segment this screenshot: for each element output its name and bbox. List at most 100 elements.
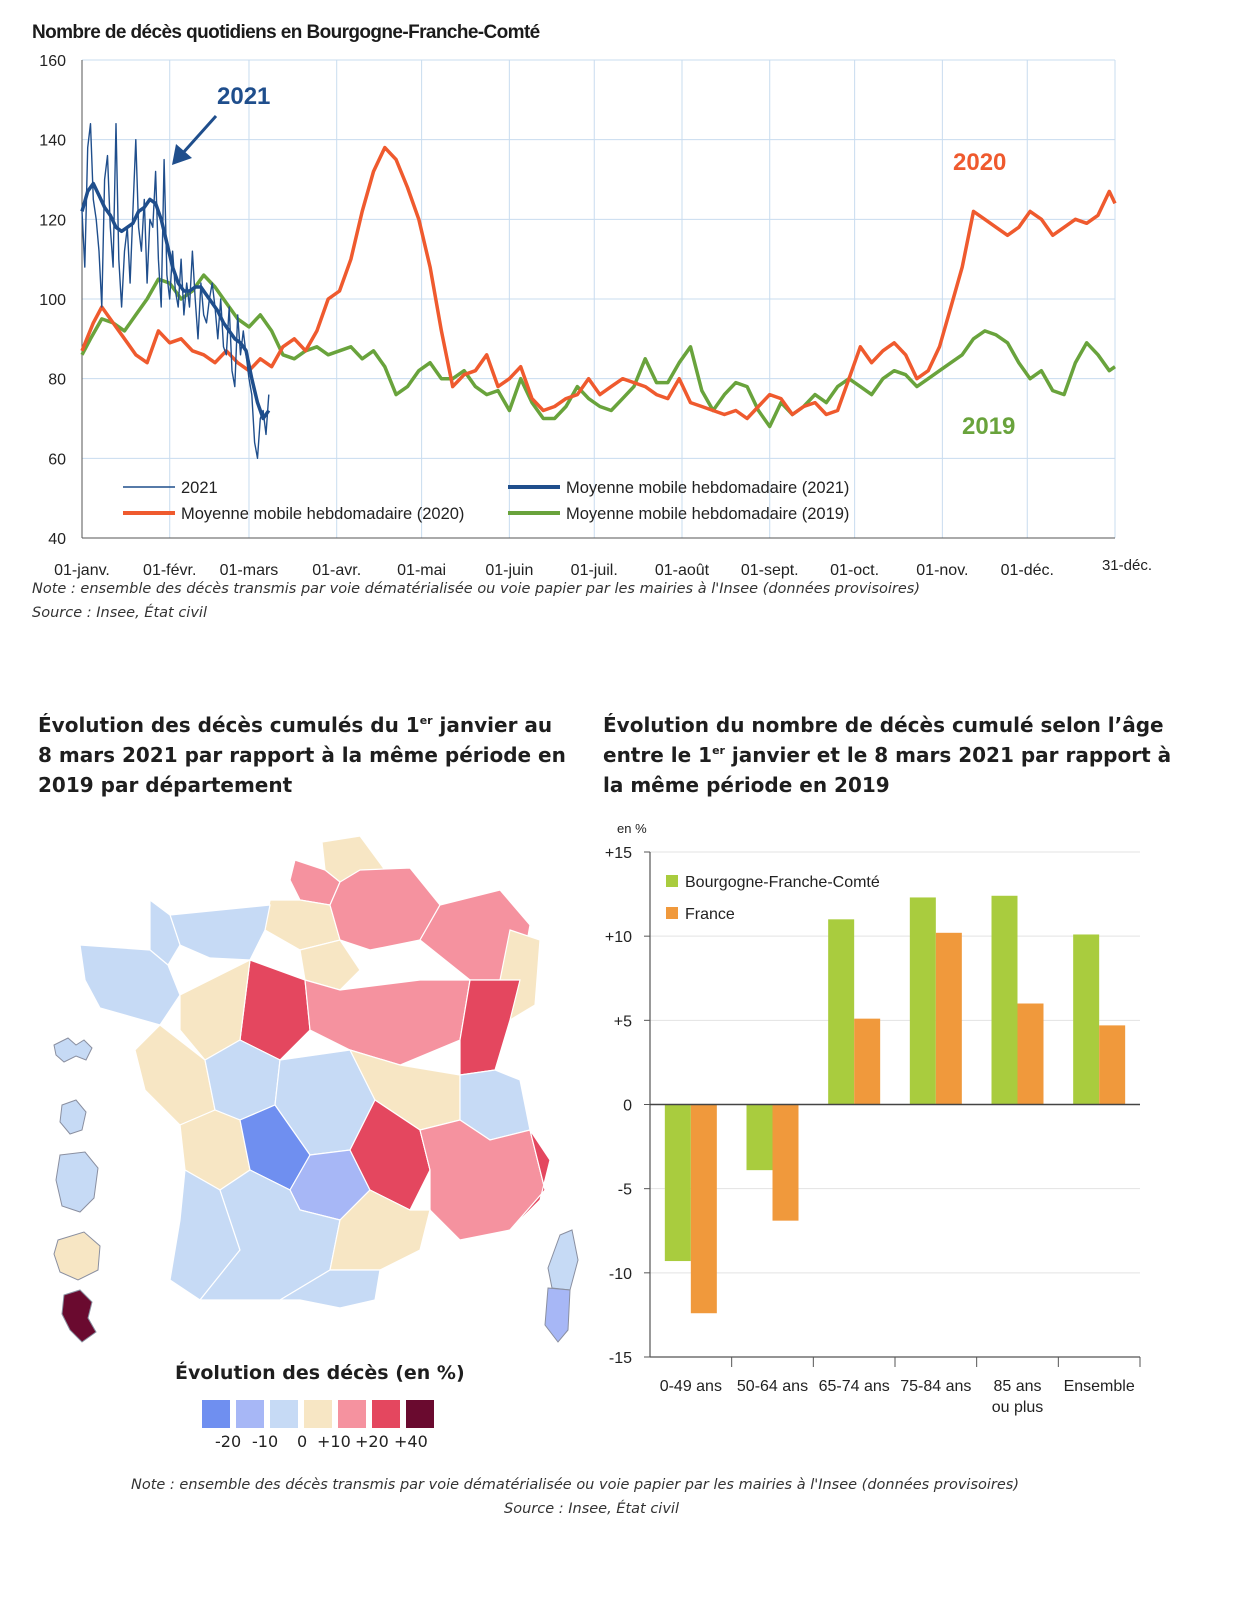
bar-france-0-49-ans <box>690 1104 717 1314</box>
bar-bourgogne-franche-comt-ensemble <box>1073 934 1100 1105</box>
y-tick-label: 160 <box>39 53 66 70</box>
map-section-title: Évolution des décès cumulés du 1er janvi… <box>38 710 568 800</box>
overseas-territories <box>53 1037 101 1343</box>
dept-manche <box>149 898 181 966</box>
mayotte-shape <box>61 1289 97 1343</box>
bar-title-part1: Évolution du nombre de décès cumulé selo… <box>603 713 1164 767</box>
legend-value-label: +10 <box>317 1432 351 1451</box>
bar-bourgogne-franche-comt-0-49-ans <box>664 1104 691 1262</box>
corse-du-sud-shape <box>544 1287 571 1343</box>
mainland-france <box>79 835 551 1309</box>
y-tick-label: -5 <box>618 1182 632 1199</box>
y-tick-label: -10 <box>609 1266 632 1283</box>
legend-color-swatch <box>372 1400 400 1428</box>
legend-value-label: 0 <box>297 1432 308 1451</box>
category-label: ou plus <box>992 1399 1044 1416</box>
map-legend-title: Évolution des décès (en %) <box>175 1362 465 1384</box>
legend-color-swatch <box>304 1400 332 1428</box>
age-group-bar-chart: en % -15 -10 -5 0 +5 +10 +15 0-49 ans 50-64 ans 65… <box>605 821 1141 1416</box>
guyane-shape <box>55 1151 99 1213</box>
category-label: 65-74 ans <box>819 1378 890 1395</box>
y-tick-label: 0 <box>623 1098 632 1115</box>
x-tick-label: 01-nov. <box>916 562 968 579</box>
legend-color-swatch <box>338 1400 366 1428</box>
annotation-2019: 2019 <box>962 413 1015 440</box>
y-tick-label: 40 <box>48 531 66 548</box>
series-line-moyenne-mobile-hebdomadaire-2021 <box>80 181 271 421</box>
bar-title-part2: janvier et le 8 mars 2021 par rapport à … <box>603 743 1172 797</box>
dept-bourgogne <box>304 979 471 1066</box>
bar-france-50-64-ans <box>772 1104 799 1221</box>
legend-color-swatch <box>202 1400 230 1428</box>
top-chart-title: Nombre de décès quotidiens en Bourgogne-… <box>32 22 540 43</box>
x-tick-label: 01-mars <box>220 562 279 579</box>
legend-value-label: -20 <box>215 1432 242 1451</box>
series-line-2021 <box>81 123 270 459</box>
legend-label-2021: 2021 <box>181 479 218 497</box>
legend-label-moyenne-mobile-hebdomadaire-2019: Moyenne mobile hebdomadaire (2019) <box>566 505 849 523</box>
dept-jura <box>459 979 521 1076</box>
top-chart-note: Note : ensemble des décès transmis par v… <box>32 581 920 597</box>
dept-bretagne <box>79 944 181 1026</box>
legend-value-label: +20 <box>355 1432 389 1451</box>
x-tick-label: 01-avr. <box>312 562 361 579</box>
dept-normandie <box>169 904 271 961</box>
x-tick-label: 01-juin <box>485 562 533 579</box>
map-title-part1: Évolution des décès cumulés du 1 <box>38 713 420 737</box>
x-tick-label: 01-août <box>655 562 710 579</box>
x-tick-label: 01-sept. <box>741 562 799 579</box>
bar-france-85-ans-ou-plus <box>1017 1003 1044 1105</box>
y-tick-label: 140 <box>39 133 66 150</box>
dept-paca <box>419 1119 546 1241</box>
bottom-note: Note : ensemble des décès transmis par v… <box>131 1477 1019 1493</box>
x-tick-label: 01-juil. <box>571 562 618 579</box>
legend-color-swatch <box>406 1400 434 1428</box>
bottom-source: Source : Insee, État civil <box>504 1501 679 1517</box>
map-title-part2: janvier au 8 mars 2021 par rapport à la … <box>38 713 566 797</box>
legend-label-moyenne-mobile-hebdomadaire-2020: Moyenne mobile hebdomadaire (2020) <box>181 505 464 523</box>
y-tick-label: 120 <box>39 212 66 229</box>
bar-france-75-84-ans <box>935 932 962 1105</box>
bar-bourgogne-franche-comt-75-84-ans <box>909 897 936 1105</box>
y-tick-label: 80 <box>48 372 66 389</box>
bar-france-65-74-ans <box>854 1018 881 1105</box>
x-tick-label: 31-déc. <box>1102 557 1152 574</box>
dept-grand-est-1 <box>329 867 441 951</box>
annotation-2020: 2020 <box>953 149 1006 176</box>
map-title-sup: er <box>419 714 433 727</box>
legend-color-swatch <box>270 1400 298 1428</box>
series-line-moyenne-mobile-hebdomadaire-2020 <box>80 145 1117 421</box>
y-unit-label: en % <box>617 821 647 836</box>
legend-value-label: +40 <box>394 1432 428 1451</box>
dept-pyrenees-orientales <box>277 1269 381 1309</box>
x-tick-label: 01-déc. <box>1001 562 1054 579</box>
annotation-arrow-shaft <box>180 114 218 156</box>
france-department-map <box>53 835 579 1343</box>
category-label: 85 ans <box>993 1378 1041 1395</box>
dept-alpes-maritimes <box>509 1129 551 1231</box>
y-tick-label: +10 <box>605 929 632 946</box>
category-label: 0-49 ans <box>660 1378 722 1395</box>
reunion-shape <box>53 1231 101 1281</box>
category-label: 75-84 ans <box>900 1378 971 1395</box>
top-chart-source: Source : Insee, État civil <box>32 605 207 621</box>
dept-idf <box>299 939 361 991</box>
bar-france-ensemble <box>1099 1025 1126 1105</box>
x-tick-label: 01-mai <box>397 562 446 579</box>
legend-swatch-france <box>666 907 678 919</box>
legend-value-label: -10 <box>252 1432 279 1451</box>
bar-section-title: Évolution du nombre de décès cumulé selo… <box>603 710 1173 800</box>
y-tick-label: 60 <box>48 451 66 468</box>
legend-color-swatch <box>236 1400 264 1428</box>
x-tick-label: 01-févr. <box>143 562 196 579</box>
bar-bourgogne-franche-comt-85-ans-ou-plus <box>991 895 1018 1105</box>
x-tick-label: 01-oct. <box>830 562 879 579</box>
series-line-moyenne-mobile-hebdomadaire-2019 <box>80 273 1117 429</box>
bar-bourgogne-franche-comt-65-74-ans <box>828 919 855 1105</box>
bar-title-sup: er <box>712 744 725 757</box>
bar-bourgogne-franche-comt-50-64-ans <box>746 1104 773 1171</box>
corsica <box>544 1229 579 1343</box>
y-tick-label: 100 <box>39 292 66 309</box>
guadeloupe-shape <box>53 1037 93 1063</box>
y-tick-label: +5 <box>614 1013 632 1030</box>
